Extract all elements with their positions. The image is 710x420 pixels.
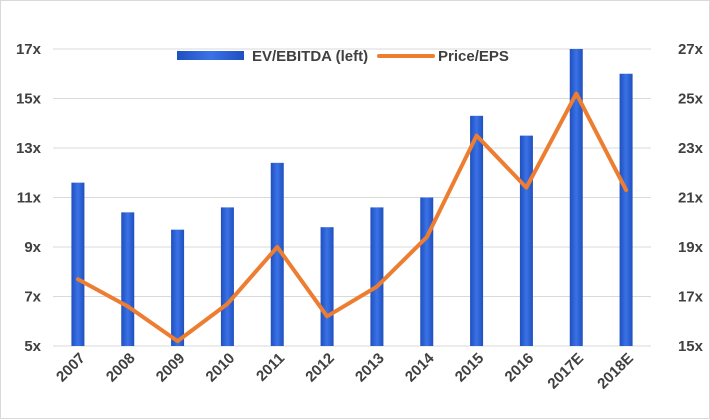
line-series [78, 93, 626, 341]
x-tick-label: 2009 [153, 350, 189, 386]
x-tick-label: 2015 [452, 350, 488, 386]
left-axis: 5x 7x 9x 11x 13x 15x 17x [16, 41, 42, 355]
left-tick-label: 17x [16, 41, 42, 58]
x-axis: 2007 2008 2009 2010 2011 2012 2013 2014 2015 2016… [53, 349, 637, 392]
right-tick-label: 19x [678, 239, 704, 256]
bar-2012 [321, 227, 334, 346]
right-tick-label: 21x [678, 190, 704, 207]
bar-2014 [420, 198, 433, 347]
bar-2010 [221, 207, 234, 346]
line-price-eps [78, 94, 626, 342]
left-tick-label: 9x [24, 239, 41, 256]
bar-2009 [171, 230, 184, 346]
x-tick-label: 2017E [544, 350, 587, 393]
legend-label-ev-ebitda: EV/EBITDA (left) [252, 48, 368, 65]
left-tick-label: 15x [16, 91, 42, 108]
left-tick-label: 13x [16, 140, 42, 157]
right-tick-label: 15x [678, 338, 704, 355]
x-tick-label: 2014 [402, 349, 438, 385]
x-tick-label: 2011 [253, 350, 288, 385]
right-axis: 15x 17x 19x 21x 23x 25x 27x [678, 41, 704, 355]
legend-label-price-eps: Price/EPS [438, 48, 509, 65]
right-tick-label: 27x [678, 41, 704, 58]
bar-2018E [620, 74, 633, 346]
x-tick-label: 2010 [203, 350, 239, 386]
left-tick-label: 5x [24, 338, 41, 355]
x-tick-label: 2012 [302, 350, 338, 386]
x-tick-label: 2007 [53, 350, 89, 386]
x-tick-label: 2016 [502, 350, 538, 386]
legend: EV/EBITDA (left) Price/EPS [177, 48, 509, 65]
x-tick-label: 2013 [352, 350, 388, 386]
right-tick-label: 23x [678, 140, 704, 157]
bar-2015 [470, 116, 483, 346]
bar-2016 [520, 136, 533, 346]
bar-2008 [121, 212, 134, 346]
legend-swatch-ev-ebitda [177, 51, 244, 60]
bar-2007 [71, 183, 84, 346]
x-tick-label: 2008 [103, 350, 139, 386]
right-tick-label: 17x [678, 289, 704, 306]
bar-2013 [370, 207, 383, 346]
right-tick-label: 25x [678, 91, 704, 108]
x-tick-label: 2018E [594, 350, 637, 393]
left-tick-label: 11x [17, 190, 42, 207]
left-tick-label: 7x [24, 289, 41, 306]
